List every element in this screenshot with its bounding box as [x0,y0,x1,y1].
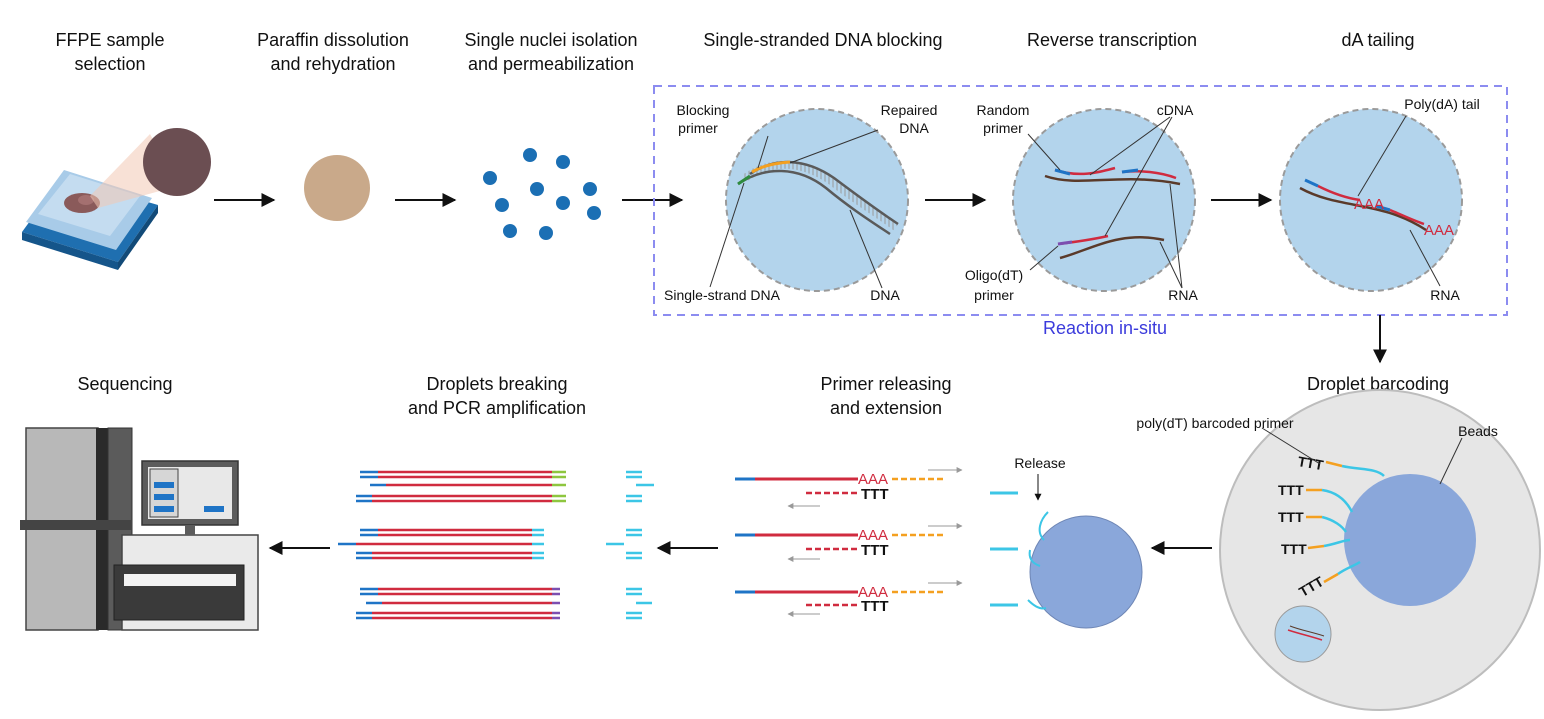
primer-release-extension-illustration: Release AAA TTT AAA TTT [735,455,1143,629]
step-title-ssdna-blocking: Single-stranded DNA blocking [703,30,942,50]
reaction-in-situ-label: Reaction in-situ [1043,318,1167,338]
svg-text:TTT: TTT [861,542,889,559]
svg-text:AAA: AAA [858,584,888,601]
svg-text:TTT: TTT [861,486,889,503]
ssdna-blocking-droplet: Blocking primer Repaired DNA Single-strand… [664,102,937,303]
tissue-zoom-circle [143,128,211,196]
sequencer-illustration [20,427,259,631]
ffpe-slide-illustration [22,128,211,270]
svg-text:AAA: AAA [858,527,888,544]
aaa-tail-1: AAA [1354,196,1384,213]
step-title-ffpe: FFPE sample selection [55,30,164,74]
rehydrated-tissue-circle [304,155,370,221]
label-rna-rt: RNA [1168,287,1198,303]
isolated-nuclei [483,148,601,240]
label-single-strand-dna: Single-strand DNA [664,287,781,303]
label-beads: Beads [1458,423,1498,439]
step-title-droplet-barcoding: Droplet barcoding [1307,374,1449,394]
label-polydt-barcoded-primer: poly(dT) barcoded primer [1136,415,1294,431]
step-title-droplets-breaking: Droplets breaking and PCR amplification [408,374,586,418]
label-random-primer: Random primer [977,102,1030,136]
reverse-transcription-droplet: Random primer cDNA Oligo(dT) primer RNA [965,102,1199,303]
svg-text:AAA: AAA [858,471,888,488]
svg-text:TTT: TTT [1281,541,1307,557]
svg-text:TTT: TTT [1278,482,1304,498]
step-title-nuclei: Single nuclei isolation and permeabilizat… [464,30,637,74]
droplet-barcoding-illustration: TTT TTT TTT TTT TTT poly(dT) barcoded pr… [1136,389,1541,711]
svg-text:TTT: TTT [861,598,889,615]
label-release: Release [1014,455,1066,471]
step-title-da-tailing: dA tailing [1341,30,1414,50]
da-tailing-droplet: AAA AAA Poly(dA) tail RNA [1279,96,1480,303]
svg-text:TTT: TTT [1297,453,1325,473]
label-dna: DNA [870,287,900,303]
step-title-reverse-transcription: Reverse transcription [1027,30,1197,50]
step-title-sequencing: Sequencing [77,374,172,394]
label-cdna: cDNA [1157,102,1194,118]
label-oligo-dt-primer: Oligo(dT) primer [965,267,1023,303]
label-rna-tail: RNA [1430,287,1460,303]
reaction-in-situ-box [653,85,1508,316]
label-blocking-primer: Blocking primer [677,102,730,136]
label-repaired-dna: Repaired DNA [881,102,938,136]
pcr-amplified-strands [338,470,654,620]
aaa-tail-2: AAA [1424,222,1454,239]
label-poly-da-tail: Poly(dA) tail [1404,96,1479,112]
svg-text:TTT: TTT [1278,509,1304,525]
step-title-primer-releasing: Primer releasing and extension [820,374,951,418]
step-title-paraffin: Paraffin dissolution and rehydration [257,30,409,74]
